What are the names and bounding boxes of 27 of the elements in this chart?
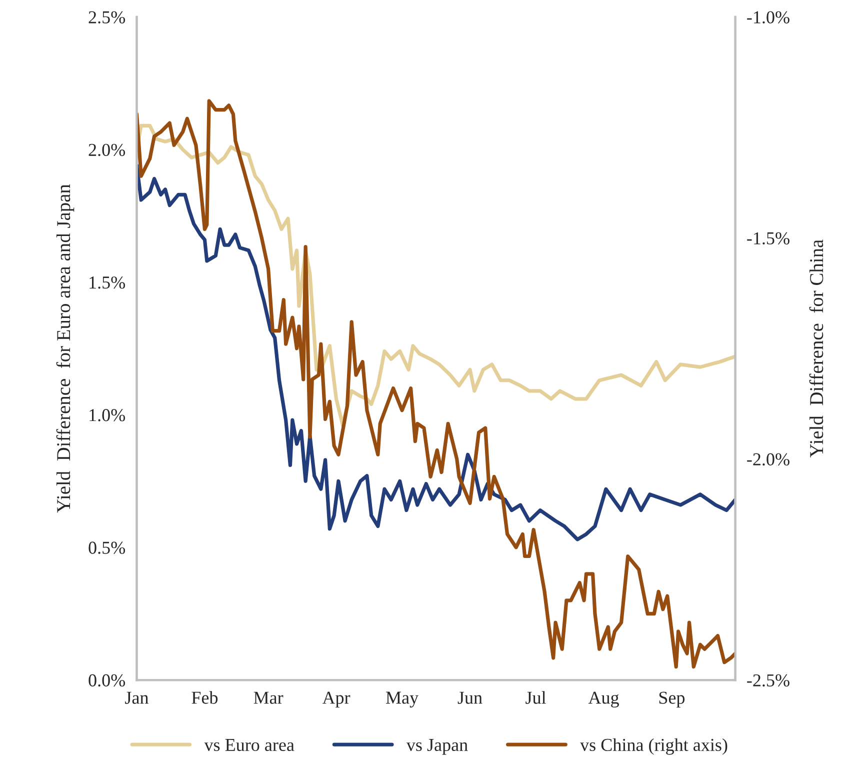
x-tick-label: Mar xyxy=(254,692,284,704)
y-axis-title: Yield Difference for Euro area and Japan xyxy=(56,184,74,513)
x-tick-label: Feb xyxy=(192,691,218,704)
legend-label: vs Euro area xyxy=(204,739,294,752)
y-tick-label: 1.5% xyxy=(90,276,126,289)
line-series xyxy=(136,99,736,669)
y-tick-label: 2.5% xyxy=(88,11,126,24)
line-series xyxy=(136,164,736,542)
x-tick-label: Aug xyxy=(588,692,619,708)
line-series xyxy=(136,124,736,428)
x-tick-label: May xyxy=(386,692,419,708)
x-tick-label: Apr xyxy=(322,692,350,708)
y2-axis-title: Yield Difference for China xyxy=(809,240,824,458)
y-tick-label: 2.0% xyxy=(88,144,126,156)
x-tick-label: Sep xyxy=(659,692,685,708)
y-tick-label: 1.0% xyxy=(90,409,126,422)
y-tick-label: 0.5% xyxy=(88,542,126,554)
x-tick-label: Jun xyxy=(458,692,482,704)
y2-tick-label: -1.5% xyxy=(747,232,790,245)
y2-tick-label: -1.0% xyxy=(747,11,790,24)
y-tick-label: 0.0% xyxy=(88,674,126,687)
legend-label: vs Japan xyxy=(406,739,468,755)
x-tick-label: Jul xyxy=(526,691,546,704)
legend-label: vs China (right axis) xyxy=(580,738,728,755)
x-tick-label: Jan xyxy=(125,692,148,704)
y2-tick-label: -2.0% xyxy=(747,453,790,466)
y2-tick-label: -2.5% xyxy=(747,674,790,687)
